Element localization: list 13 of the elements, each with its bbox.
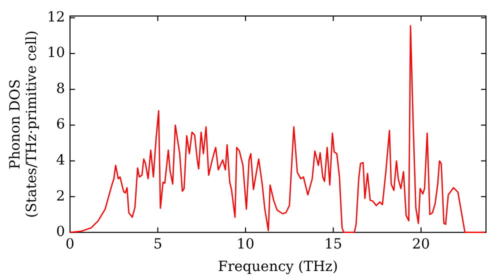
y-tick-label: 2 [56, 188, 66, 204]
x-tick-label: 10 [236, 236, 254, 252]
x-tick-label: 20 [412, 236, 430, 252]
y-tick-label: 12 [47, 9, 66, 26]
y-tick-label: 8 [56, 80, 66, 97]
x-axis-title: Frequency (THz) [218, 259, 338, 276]
x-tick-label: 15 [324, 236, 342, 252]
y-tick-label: 6 [56, 116, 66, 133]
x-tick-label: 5 [153, 236, 162, 252]
y-axis-title: Phonon DOS (States/THz·primitive cell) [8, 30, 40, 218]
y-tick-label: 0 [56, 224, 66, 240]
y-tick-label: 10 [47, 45, 66, 62]
y-tick-label: 4 [56, 152, 66, 169]
